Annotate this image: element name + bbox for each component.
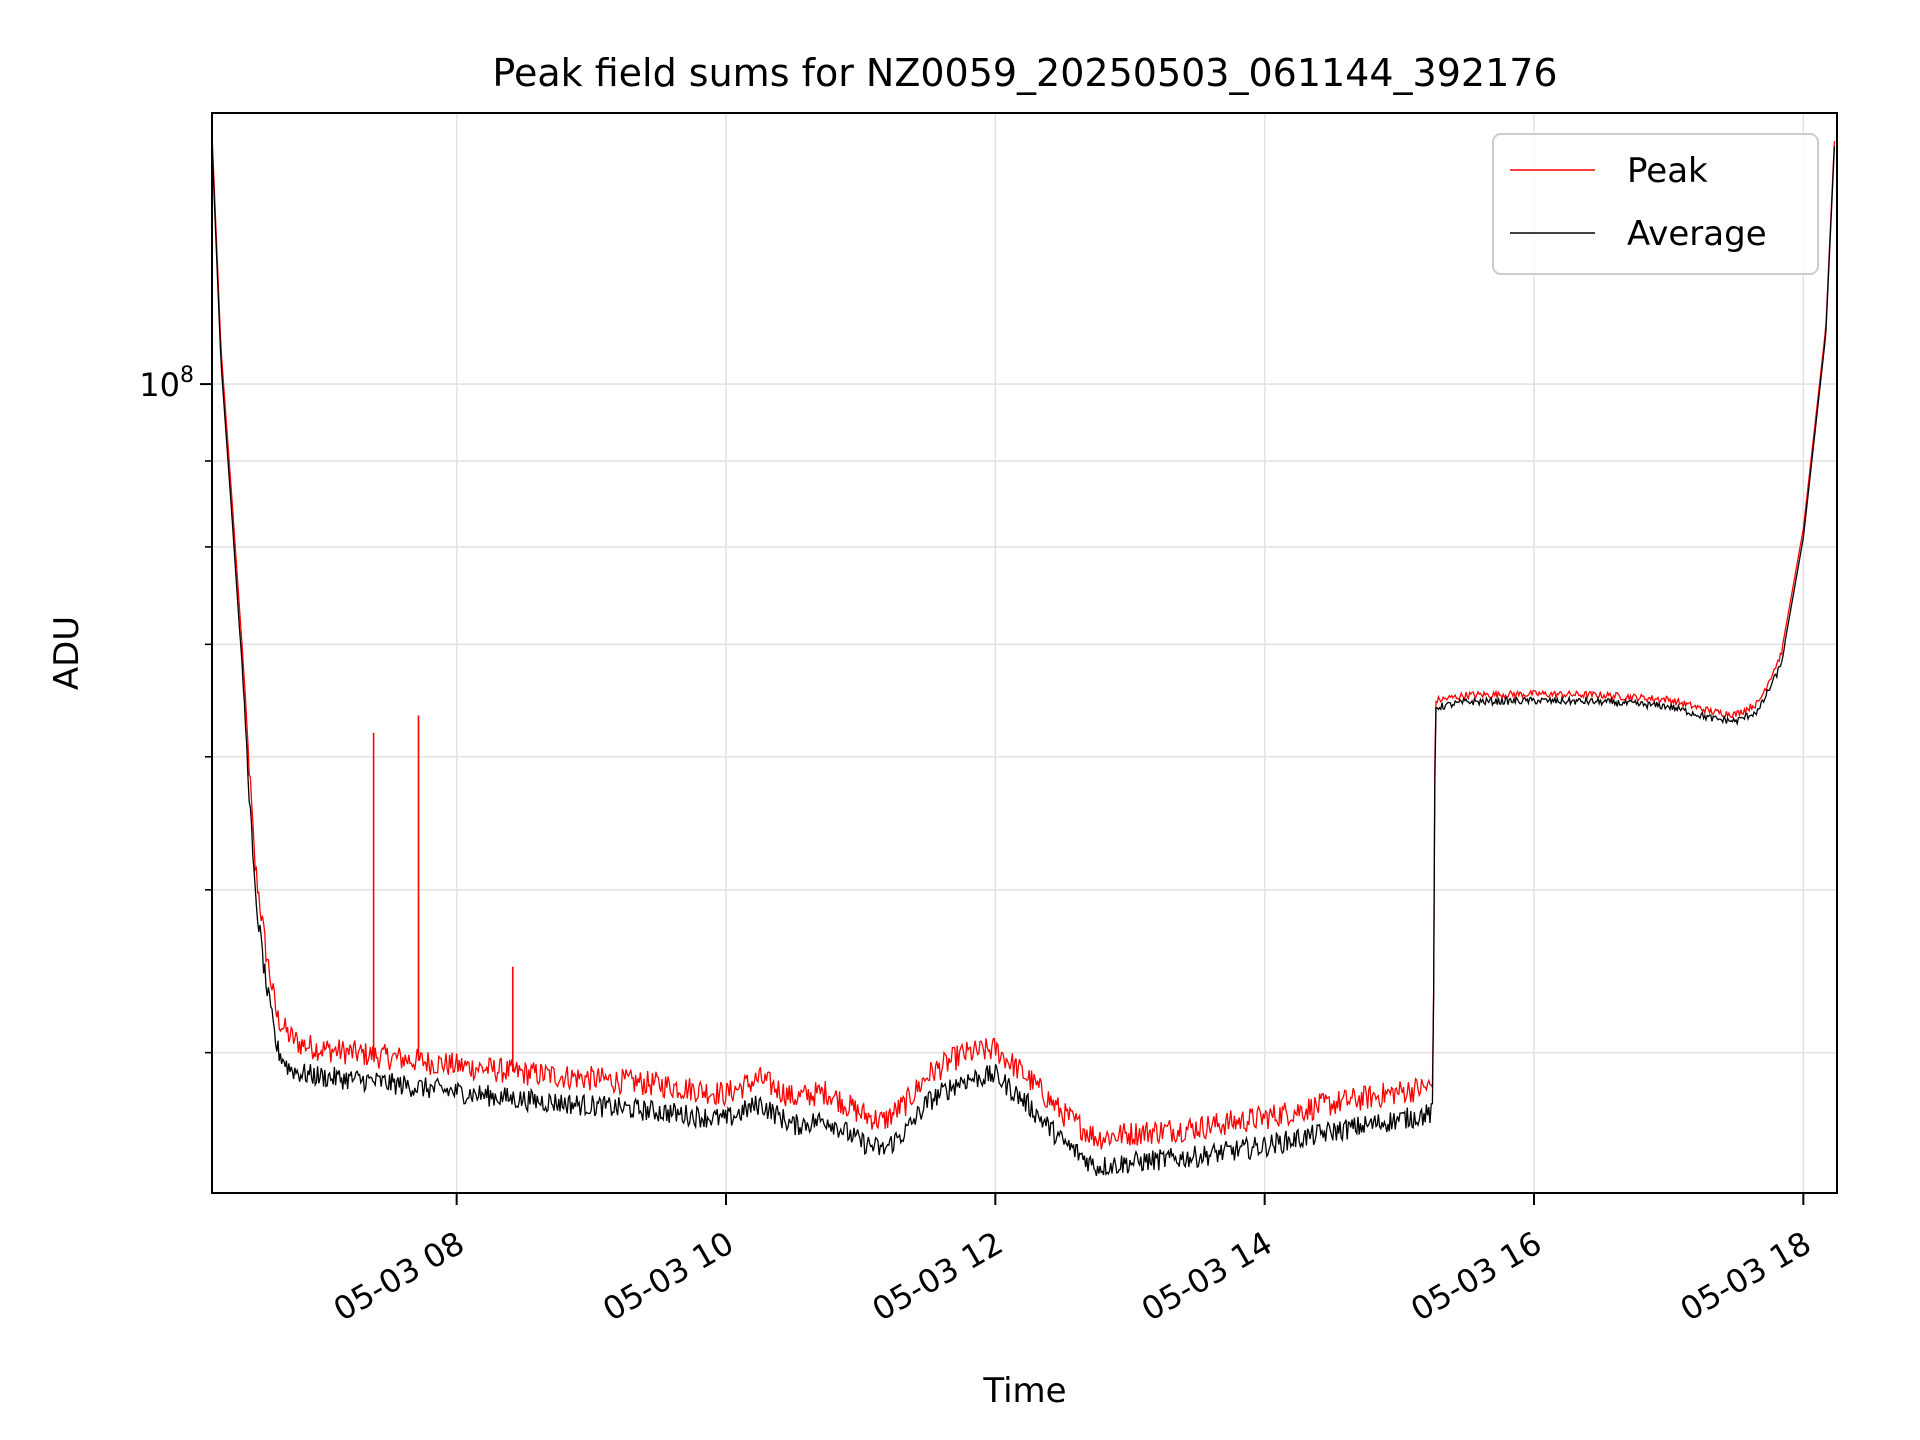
series-line-peak (212, 133, 1836, 1150)
legend-label-peak: Peak (1627, 151, 1708, 191)
grid-lines (212, 113, 1837, 1193)
plot-frame (211, 112, 1838, 1194)
y-axis-label: ADU (47, 616, 87, 690)
chart-title: Peak field sums for NZ0059_20250503_0611… (492, 51, 1557, 95)
x-axis-label: Time (982, 1371, 1066, 1411)
series-line-average (212, 143, 1836, 1177)
legend-label-average: Average (1627, 214, 1767, 254)
series-layer (212, 133, 1836, 1177)
legend: Peak Average (1492, 133, 1819, 275)
legend-box (1492, 133, 1819, 275)
